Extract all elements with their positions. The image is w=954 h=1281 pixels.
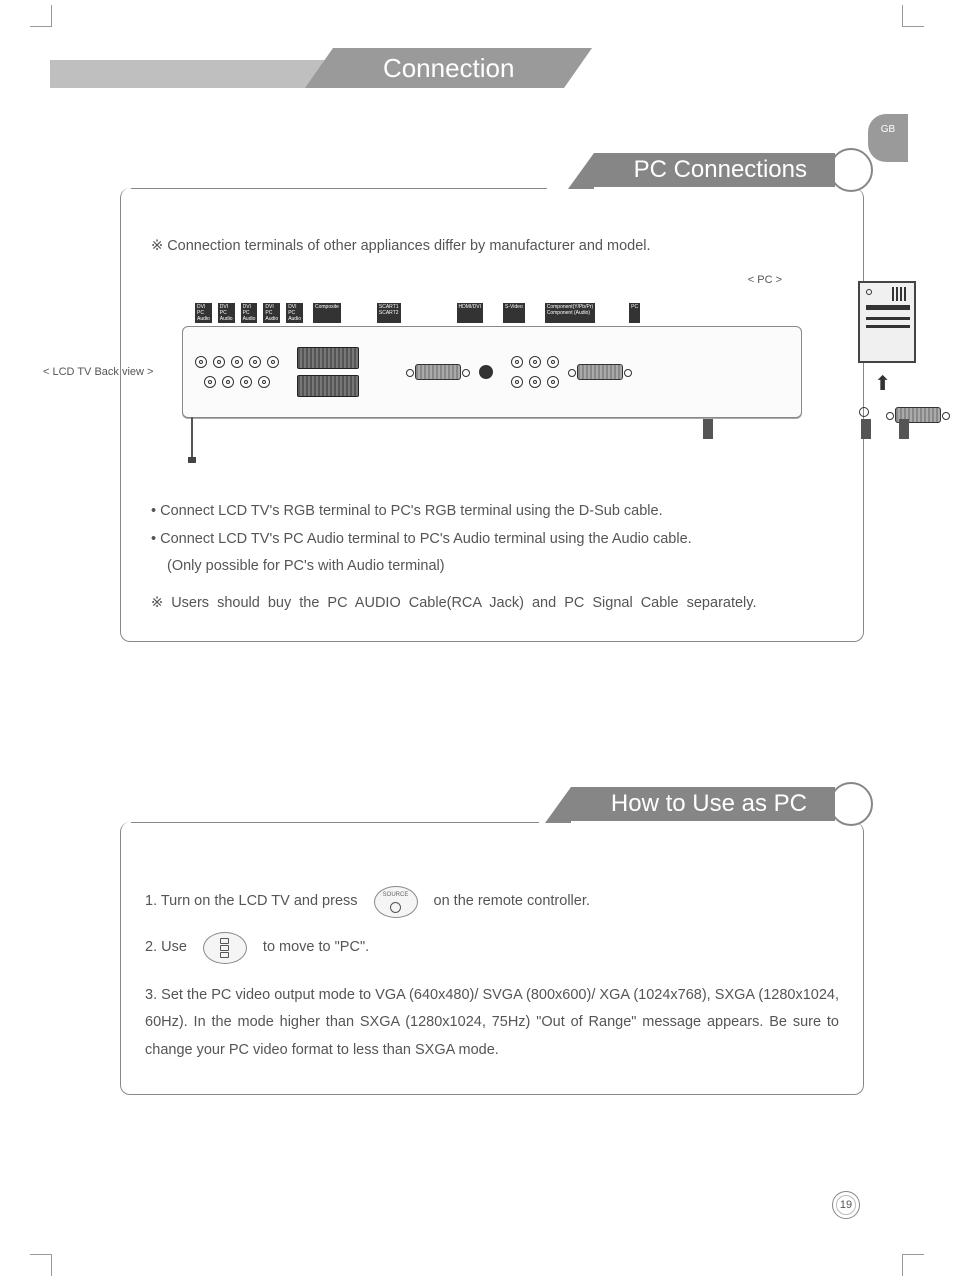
bullet-sub: (Only possible for PC's with Audio termi… <box>145 553 839 581</box>
bullet-list: • Connect LCD TV's RGB terminal to PC's … <box>145 498 839 581</box>
cable-stub <box>861 419 871 439</box>
header-strip <box>50 60 333 88</box>
section-title-text: PC Connections <box>594 153 835 187</box>
port-label: DVIPCAudio <box>218 303 235 323</box>
page-title: Connection <box>333 48 565 88</box>
bullet-item: • Connect LCD TV's RGB terminal to PC's … <box>145 498 839 526</box>
arrow-icon: ⬆ <box>874 371 891 396</box>
component-ports <box>511 356 559 388</box>
tv-back-label: < LCD TV Back view > <box>43 366 153 378</box>
section-title-circle <box>829 782 873 826</box>
cable <box>191 417 193 457</box>
panel-rule <box>131 822 539 823</box>
nav-button-icon <box>203 932 247 964</box>
section-title: How to Use as PC <box>571 786 873 822</box>
port-label: DVIPCAudio <box>241 303 258 323</box>
cable-stub <box>899 419 909 439</box>
note-body: Users should buy the PC AUDIO Cable(RCA … <box>171 595 756 611</box>
port-label: DVIPCAudio <box>195 303 212 323</box>
footer-note: ※ Users should buy the PC AUDIO Cable(RC… <box>145 595 839 611</box>
page: Connection GB PC Connections ※ Connectio… <box>50 28 904 1253</box>
section-title-text: How to Use as PC <box>571 787 835 821</box>
svideo-port <box>479 365 493 379</box>
crop-mark <box>902 1254 924 1276</box>
note-prefix: ※ <box>151 595 163 611</box>
header-tail <box>564 60 904 88</box>
port-label: Component(Y/Pb/Pr)Component (Audio) <box>545 303 595 323</box>
crop-mark <box>902 5 924 27</box>
panel-rule <box>131 188 547 189</box>
page-number: 19 <box>832 1191 860 1219</box>
step1-text-b: on the remote controller. <box>434 888 590 915</box>
step3-text: 3. Set the PC video output mode to VGA (… <box>145 987 839 1058</box>
language-tab: GB <box>868 114 908 162</box>
port-label: DVIPCAudio <box>286 303 303 323</box>
rca-column <box>195 356 279 388</box>
cable-stub <box>703 419 713 439</box>
port-label: S-Video <box>503 303 525 323</box>
step-2: 2. Use to move to "PC". <box>145 932 839 964</box>
bullet-item: • Connect LCD TV's PC Audio terminal to … <box>145 526 839 554</box>
crop-mark <box>30 5 52 27</box>
connection-diagram: < PC > < LCD TV Back view > DVIPCAudio D… <box>182 274 802 418</box>
tv-back-panel: < LCD TV Back view > DVIPCAudio DVIPCAud… <box>182 326 802 418</box>
section-title-circle <box>829 148 873 192</box>
note-prefix: ※ <box>151 238 163 254</box>
step2-text-a: 2. Use <box>145 934 187 961</box>
section-title: PC Connections <box>594 152 873 188</box>
note-body: Connection terminals of other appliances… <box>167 238 650 254</box>
panel-how-to-use: How to Use as PC 1. Turn on the LCD TV a… <box>120 822 864 1096</box>
step-1: 1. Turn on the LCD TV and press SOURCE o… <box>145 886 839 918</box>
port-label: Composite <box>313 303 341 323</box>
step1-text-a: 1. Turn on the LCD TV and press <box>145 888 358 915</box>
port-label: SCART1SCART2 <box>377 303 401 323</box>
panel-pc-connections: PC Connections ※ Connection terminals of… <box>120 188 864 642</box>
port-label: HDMI/DVI <box>457 303 484 323</box>
content: PC Connections ※ Connection terminals of… <box>50 88 904 1095</box>
bullet-text: Connect LCD TV's RGB terminal to PC's RG… <box>160 503 663 519</box>
header-bar: Connection <box>50 28 904 88</box>
port-label: PC <box>629 303 640 323</box>
step-3: 3. Set the PC video output mode to VGA (… <box>145 982 839 1065</box>
port-label: DVIPCAudio <box>263 303 280 323</box>
pc-label: < PC > <box>182 274 802 286</box>
button-label: SOURCE <box>383 890 409 901</box>
source-button-icon: SOURCE <box>374 886 418 918</box>
steps: 1. Turn on the LCD TV and press SOURCE o… <box>145 886 839 1065</box>
page-number-text: 19 <box>840 1199 852 1211</box>
pc-tower-icon <box>858 281 916 363</box>
pc-side-audio <box>859 407 869 417</box>
hdmi-port <box>415 364 461 380</box>
step2-text-b: to move to "PC". <box>263 934 369 961</box>
crop-mark <box>30 1254 52 1276</box>
bullet-text: Connect LCD TV's PC Audio terminal to PC… <box>160 531 692 547</box>
note-text: ※ Connection terminals of other applianc… <box>145 238 839 254</box>
pc-vga-port <box>577 364 623 380</box>
port-labels: DVIPCAudio DVIPCAudio DVIPCAudio DVIPCAu… <box>195 303 789 323</box>
scart-ports <box>297 347 359 397</box>
